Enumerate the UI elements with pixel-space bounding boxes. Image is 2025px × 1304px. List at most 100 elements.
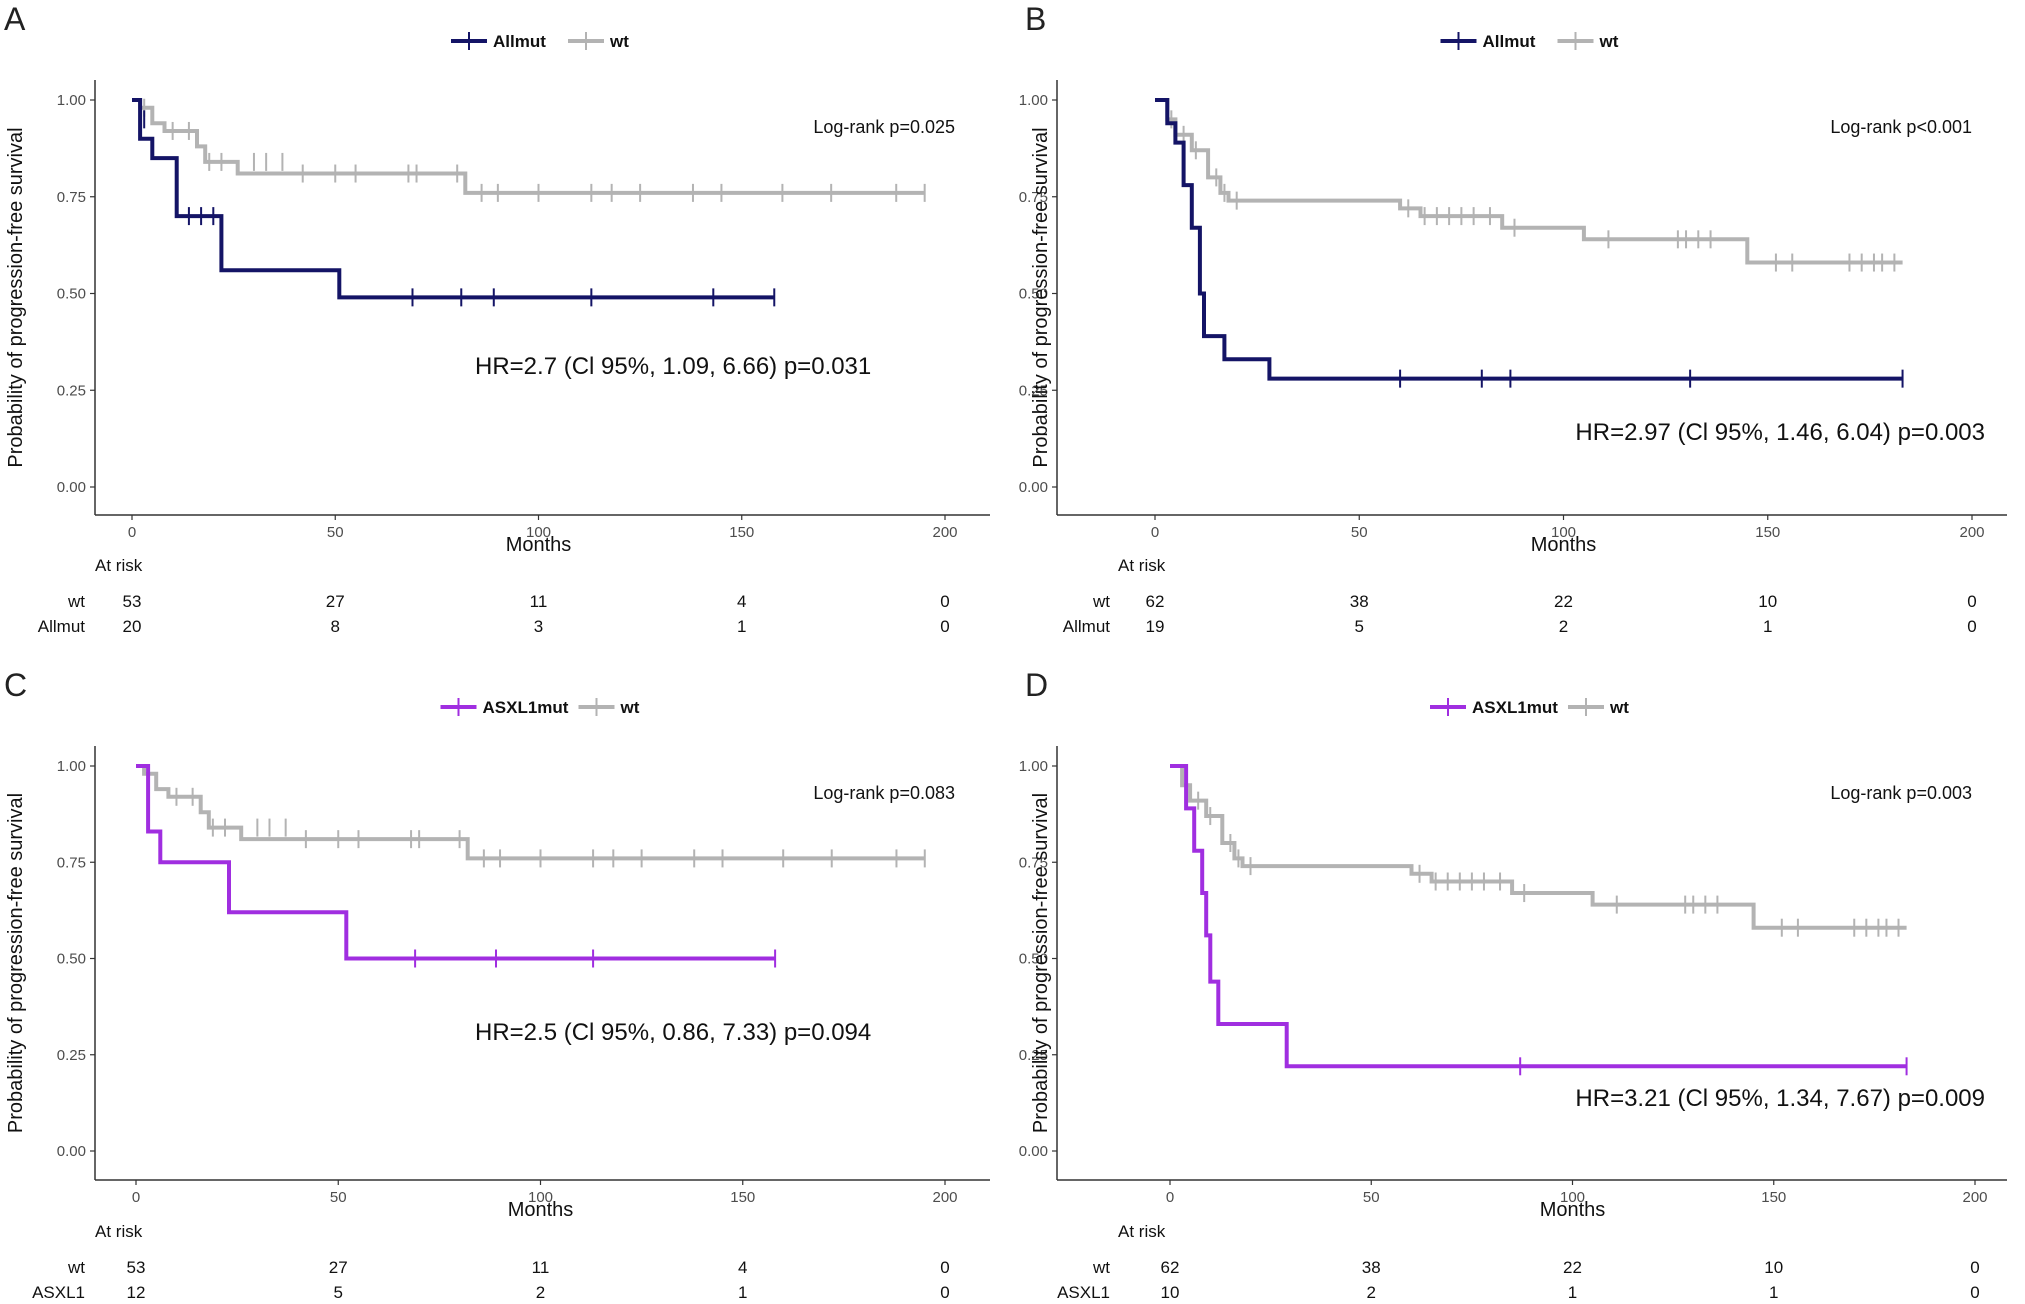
km-curve-wt bbox=[136, 764, 925, 861]
at-risk-value: 0 bbox=[940, 617, 949, 636]
km-curve-wt bbox=[132, 98, 925, 195]
x-tick-label: 0 bbox=[132, 1189, 140, 1206]
km-curve-wt bbox=[1170, 764, 1907, 930]
x-tick-label: 150 bbox=[1761, 1189, 1786, 1206]
y-tick-label: 0.00 bbox=[57, 479, 86, 496]
y-axis-title: Probability of progression-free survival bbox=[1030, 793, 1052, 1133]
y-axis-title: Probability of progression-free survival bbox=[1030, 127, 1052, 467]
at-risk-value: 53 bbox=[127, 1258, 146, 1277]
at-risk-value: 20 bbox=[123, 617, 142, 636]
at-risk-value: 0 bbox=[1970, 1283, 1979, 1302]
at-risk-title: At risk bbox=[1118, 556, 1166, 575]
km-curve-allmut bbox=[1155, 98, 1903, 381]
x-tick-label: 100 bbox=[526, 524, 551, 541]
legend-label-mut: Allmut bbox=[1483, 32, 1536, 51]
y-tick-label: 0.00 bbox=[1019, 1143, 1048, 1160]
km-curve-asxl1mut bbox=[1170, 764, 1907, 1069]
y-tick-label: 0.50 bbox=[1019, 951, 1048, 968]
at-risk-value: 1 bbox=[737, 617, 746, 636]
x-tick-label: 50 bbox=[327, 524, 344, 541]
at-risk-value: 38 bbox=[1350, 592, 1369, 611]
at-risk-row-label: wt bbox=[67, 592, 85, 611]
y-axis-title: Probability of progression-free survival bbox=[5, 793, 27, 1133]
x-tick-label: 100 bbox=[1551, 524, 1576, 541]
at-risk-value: 12 bbox=[127, 1283, 146, 1302]
x-tick-label: 200 bbox=[932, 524, 957, 541]
y-tick-label: 0.50 bbox=[57, 286, 86, 303]
x-tick-label: 200 bbox=[1962, 1189, 1987, 1206]
x-axis-title: Months bbox=[506, 534, 572, 556]
at-risk-value: 62 bbox=[1161, 1258, 1180, 1277]
x-tick-label: 0 bbox=[128, 524, 136, 541]
at-risk-value: 4 bbox=[737, 592, 746, 611]
at-risk-value: 3 bbox=[534, 617, 543, 636]
x-tick-label: 100 bbox=[1560, 1189, 1585, 1206]
x-tick-label: 0 bbox=[1151, 524, 1159, 541]
km-curve-allmut bbox=[132, 98, 775, 300]
hr-text: HR=2.7 (Cl 95%, 1.09, 6.66) p=0.031 bbox=[475, 353, 871, 380]
at-risk-value: 0 bbox=[1970, 1258, 1979, 1277]
hr-text: HR=2.97 (Cl 95%, 1.46, 6.04) p=0.003 bbox=[1575, 419, 1985, 446]
legend: Allmut wt bbox=[1440, 32, 1619, 51]
hr-text: HR=2.5 (Cl 95%, 0.86, 7.33) p=0.094 bbox=[475, 1019, 871, 1046]
x-tick-label: 200 bbox=[1959, 524, 1984, 541]
at-risk-title: At risk bbox=[95, 556, 143, 575]
legend-label-mut: ASXL1mut bbox=[1472, 698, 1558, 717]
legend: ASXL1mut wt bbox=[440, 698, 640, 717]
at-risk-row-label: Allmut bbox=[1063, 617, 1111, 636]
logrank-text: Log-rank p=0.025 bbox=[813, 117, 955, 137]
at-risk-value: 53 bbox=[123, 592, 142, 611]
at-risk-row-label: ASXL1 bbox=[1057, 1283, 1110, 1302]
legend-label-wt: wt bbox=[620, 698, 640, 717]
y-tick-label: 1.00 bbox=[57, 758, 86, 775]
y-tick-label: 0.75 bbox=[1019, 854, 1048, 871]
at-risk-value: 5 bbox=[1355, 617, 1364, 636]
legend-label-wt: wt bbox=[1609, 698, 1629, 717]
y-tick-label: 0.00 bbox=[57, 1143, 86, 1160]
y-tick-label: 0.25 bbox=[57, 1047, 86, 1064]
at-risk-value: 0 bbox=[940, 592, 949, 611]
at-risk-value: 2 bbox=[1559, 617, 1568, 636]
at-risk-value: 62 bbox=[1146, 592, 1165, 611]
km-curve-wt bbox=[1155, 98, 1903, 265]
panel-letter: D bbox=[1025, 667, 1048, 703]
logrank-text: Log-rank p=0.083 bbox=[813, 783, 955, 803]
at-risk-value: 0 bbox=[940, 1258, 949, 1277]
x-tick-label: 50 bbox=[1363, 1189, 1380, 1206]
y-axis-title: Probability of progression-free survival bbox=[5, 127, 27, 467]
panel-letter: A bbox=[4, 1, 26, 37]
at-risk-row-label: ASXL1 bbox=[32, 1283, 85, 1302]
x-tick-label: 150 bbox=[730, 1189, 755, 1206]
at-risk-value: 1 bbox=[738, 1283, 747, 1302]
at-risk-value: 8 bbox=[331, 617, 340, 636]
at-risk-value: 11 bbox=[532, 1258, 550, 1277]
y-tick-label: 0.50 bbox=[57, 951, 86, 968]
at-risk-value: 0 bbox=[1967, 592, 1976, 611]
at-risk-value: 4 bbox=[738, 1258, 747, 1277]
at-risk-value: 0 bbox=[1967, 617, 1976, 636]
x-axis-title: Months bbox=[1540, 1199, 1606, 1221]
legend-label-wt: wt bbox=[609, 32, 629, 51]
y-tick-label: 0.00 bbox=[1019, 479, 1048, 496]
logrank-text: Log-rank p<0.001 bbox=[1830, 117, 1972, 137]
y-tick-label: 1.00 bbox=[1019, 758, 1048, 775]
at-risk-value: 22 bbox=[1563, 1258, 1582, 1277]
y-tick-label: 1.00 bbox=[1019, 92, 1048, 109]
at-risk-value: 1 bbox=[1568, 1283, 1577, 1302]
y-tick-label: 0.25 bbox=[57, 382, 86, 399]
y-tick-label: 0.25 bbox=[1019, 1047, 1048, 1064]
km-curve-asxl1mut bbox=[136, 764, 776, 961]
at-risk-value: 27 bbox=[329, 1258, 348, 1277]
at-risk-row-label: wt bbox=[1092, 1258, 1110, 1277]
x-tick-label: 200 bbox=[932, 1189, 957, 1206]
x-tick-label: 100 bbox=[528, 1189, 553, 1206]
at-risk-value: 2 bbox=[536, 1283, 545, 1302]
y-tick-label: 0.75 bbox=[1019, 189, 1048, 206]
y-tick-label: 0.50 bbox=[1019, 286, 1048, 303]
at-risk-value: 0 bbox=[940, 1283, 949, 1302]
x-tick-label: 0 bbox=[1166, 1189, 1174, 1206]
